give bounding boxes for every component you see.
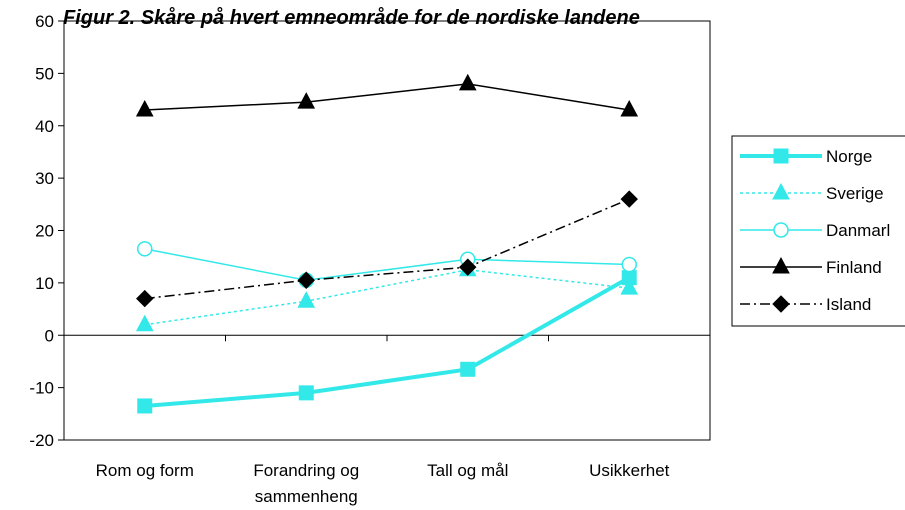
legend-label-finland: Finland xyxy=(826,258,882,277)
data-point-sverige xyxy=(297,291,316,308)
legend-label-danmarl: Danmarl xyxy=(826,221,890,240)
legend-marker-finland xyxy=(772,256,790,274)
y-tick-label: 20 xyxy=(35,222,54,241)
data-point-sverige xyxy=(135,314,154,332)
y-tick-label: 40 xyxy=(35,117,54,136)
y-tick-label: 10 xyxy=(35,274,54,293)
data-point-island xyxy=(136,289,154,308)
data-point-finland xyxy=(297,92,316,109)
x-tick-label: Tall og mål xyxy=(427,461,508,480)
data-point-island xyxy=(297,271,315,289)
y-tick-label: -10 xyxy=(29,379,54,398)
data-point-danmarl xyxy=(621,256,637,273)
legend: Norge Sverige Danmarl Finland Island xyxy=(731,135,905,327)
y-tick-label: 0 xyxy=(45,326,54,345)
data-point-island xyxy=(459,258,477,276)
legend-label-island: Island xyxy=(826,295,871,314)
series-line-finland xyxy=(144,83,630,111)
data-point-island xyxy=(620,190,638,208)
data-point-danmarl xyxy=(137,241,153,257)
data-point-norge xyxy=(298,385,314,401)
x-tick-label: Rom og form xyxy=(96,461,194,480)
series-line-island xyxy=(144,198,630,300)
y-tick-label: 30 xyxy=(35,169,54,188)
data-point-norge xyxy=(137,398,153,414)
legend-label-norge: Norge xyxy=(826,147,872,166)
y-tick-label: 50 xyxy=(35,64,54,83)
series-line-norge xyxy=(144,275,631,408)
data-point-sverige xyxy=(620,278,639,295)
legend-marker-sverige xyxy=(772,182,790,200)
plot-area: -20 -10 0 10 20 30 40 50 60 Rom og form Forandring… xyxy=(29,12,711,506)
x-tick-label: Usikkerhet xyxy=(589,461,670,480)
data-point-norge xyxy=(460,361,476,377)
legend-marker-island xyxy=(772,295,790,313)
legend-box xyxy=(731,135,905,327)
legend-marker-norge xyxy=(773,148,789,164)
series-line-sverige xyxy=(144,269,630,326)
legend-marker-danmarl xyxy=(773,222,789,238)
chart-title: Figur 2. Skåre på hvert emneområde for d… xyxy=(63,6,640,29)
legend-label-sverige: Sverige xyxy=(826,184,884,203)
x-tick-label: Forandring og xyxy=(253,461,359,480)
plot-frame xyxy=(63,20,711,441)
x-tick-label: sammenheng xyxy=(255,487,358,506)
y-tick-label: 60 xyxy=(35,12,54,31)
data-point-finland xyxy=(620,99,639,117)
data-point-finland xyxy=(458,73,477,91)
data-point-finland xyxy=(135,99,154,117)
y-tick-label: -20 xyxy=(29,431,54,450)
series-line-danmarl xyxy=(144,248,630,282)
